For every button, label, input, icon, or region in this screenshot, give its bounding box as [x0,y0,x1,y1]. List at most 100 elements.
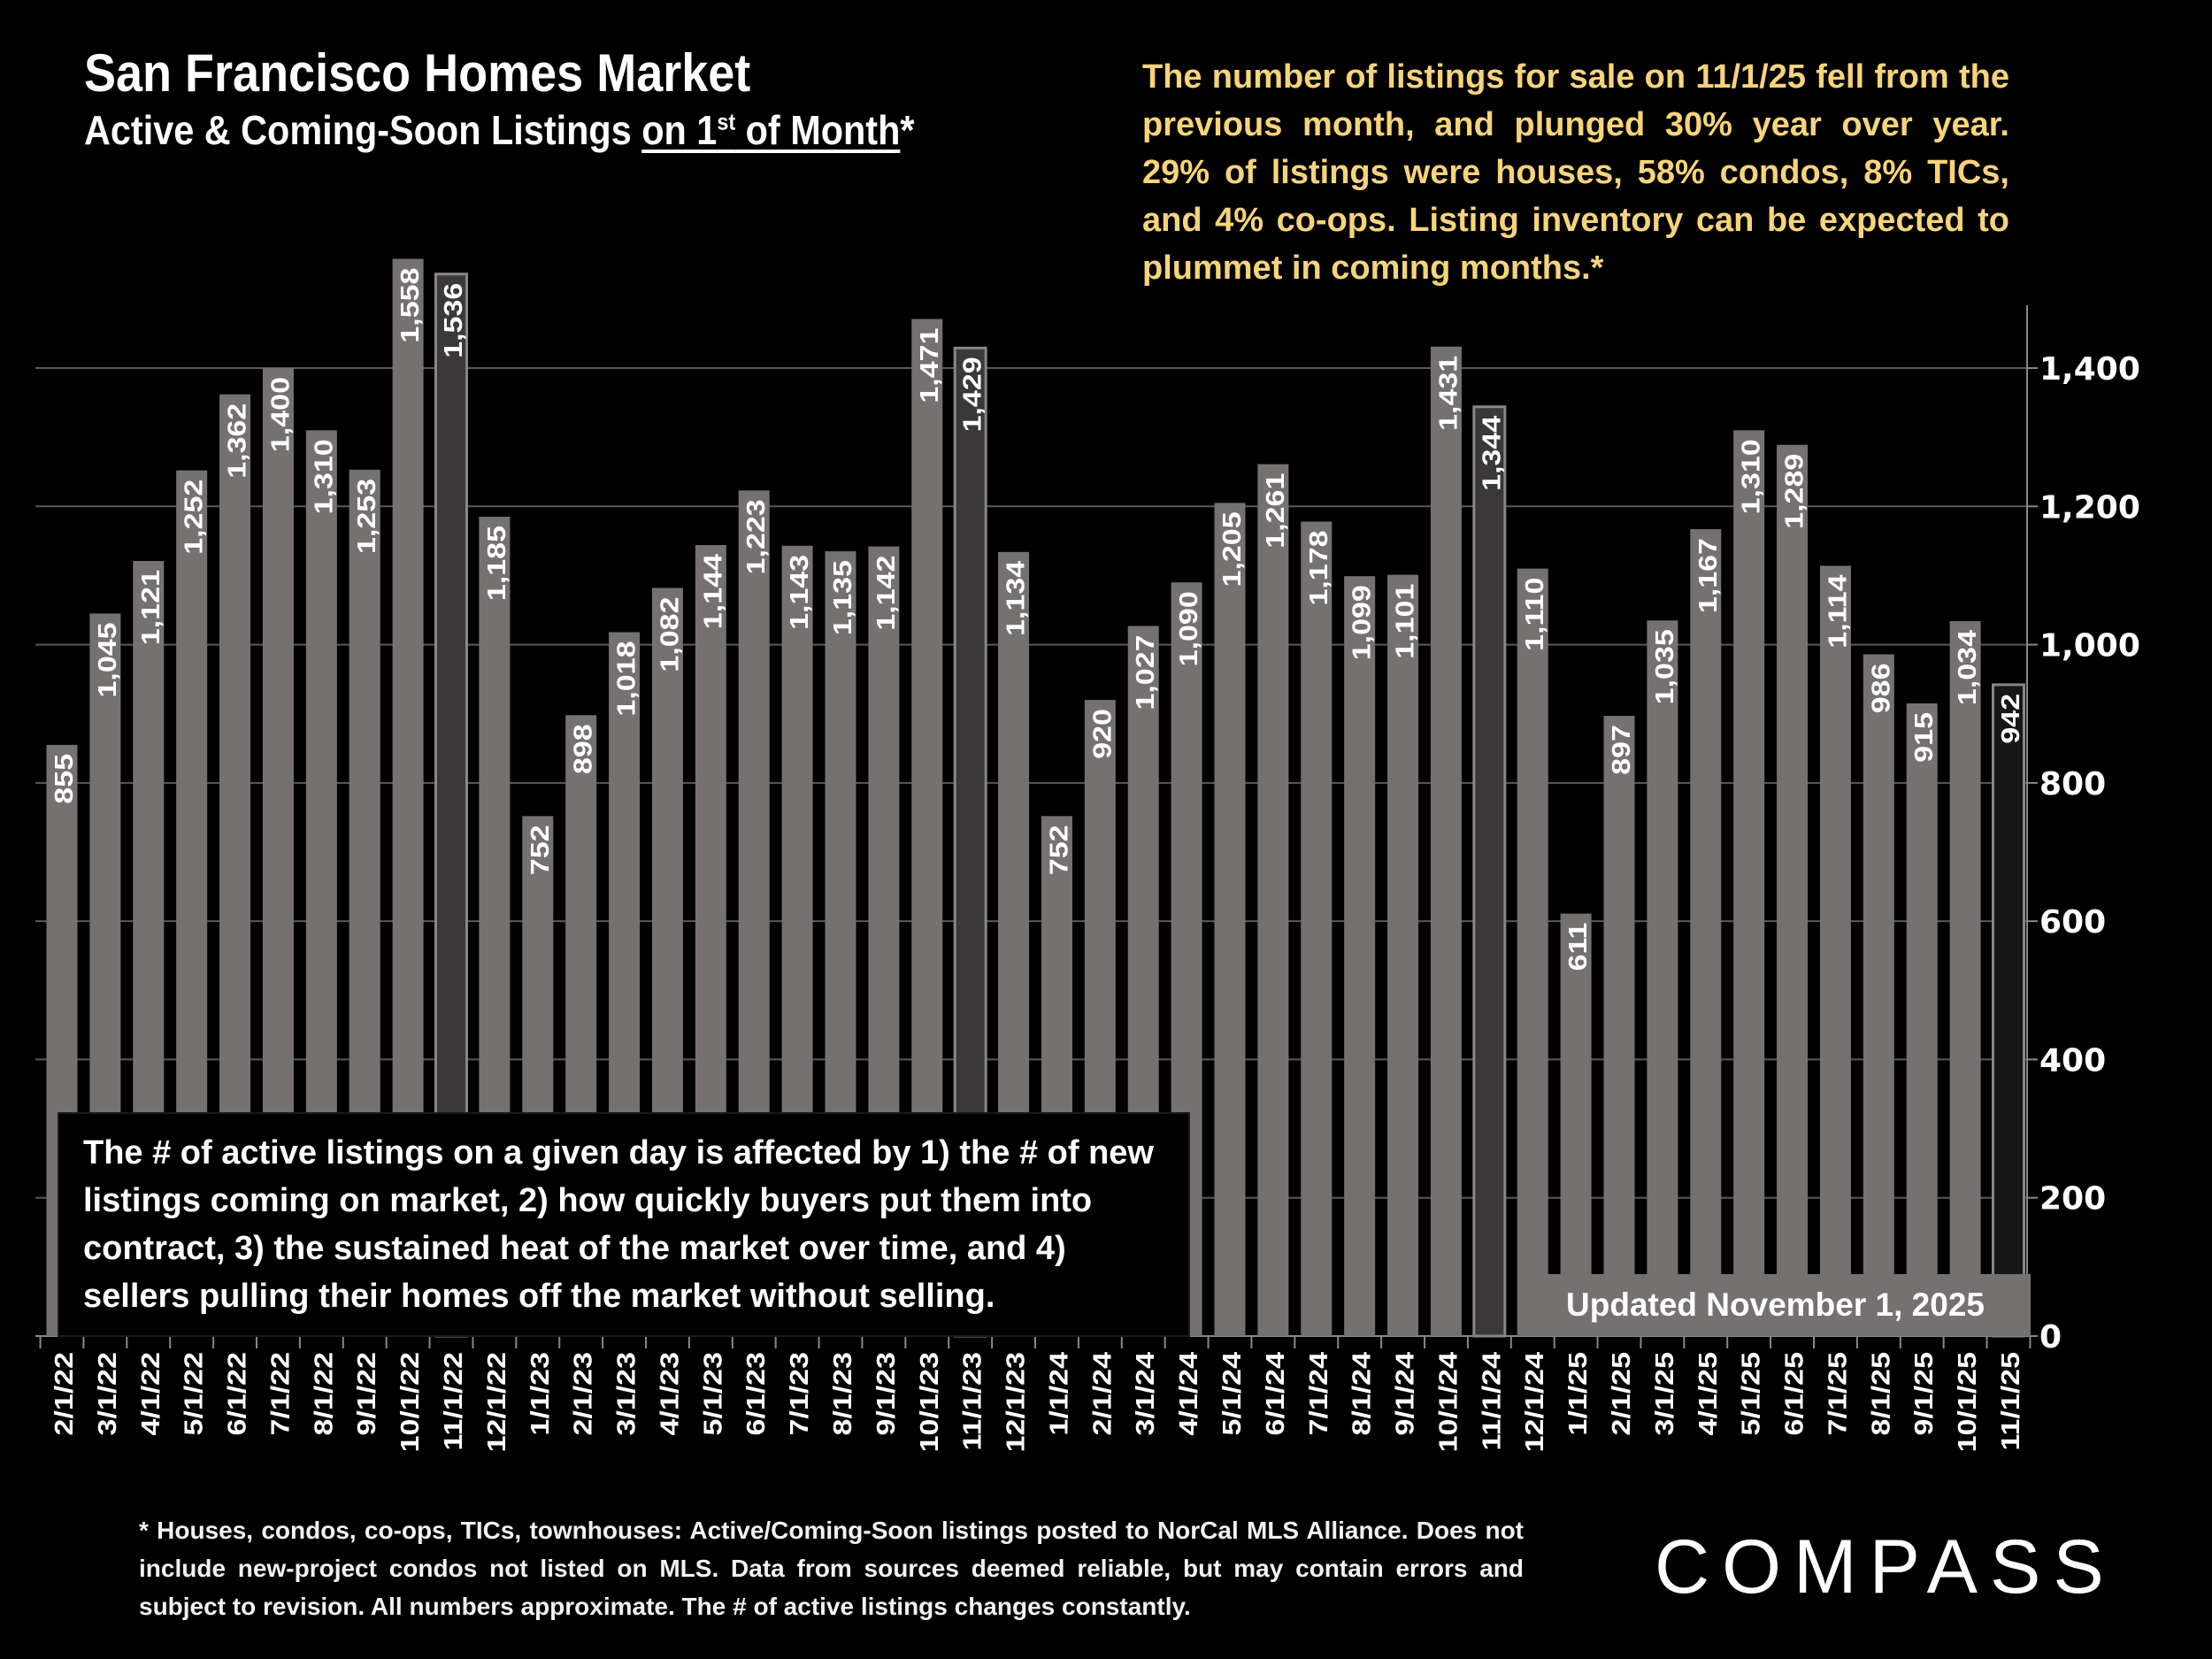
x-tick-label: 10/1/24 [1433,1352,1463,1453]
data-label: 920 [1087,709,1117,759]
data-label: 1,253 [352,479,381,554]
data-label: 1,362 [222,403,251,479]
bar-5-1-25 [1733,430,1765,1336]
data-label: 1,558 [396,268,425,343]
data-label: 1,223 [741,499,771,574]
data-label: 942 [1995,694,2024,744]
x-tick-label: 11/1/23 [957,1352,987,1451]
data-label: 1,114 [1823,574,1852,649]
bar-5-1-24 [1214,503,1246,1336]
y-tick-label: 1,400 [2039,351,2140,388]
bar-10-1-24 [1430,346,1462,1336]
x-tick-label: 10/1/23 [914,1352,943,1452]
x-tick-label: 1/1/24 [1044,1352,1073,1436]
data-label: 1,289 [1779,454,1809,529]
x-tick-label: 4/1/25 [1693,1352,1722,1436]
subtitle-underlined: on 1st of Month [641,107,900,153]
x-tick-label: 9/1/23 [871,1352,900,1436]
data-label: 1,027 [1131,634,1160,710]
data-label: 1,082 [655,596,684,672]
bar-10-1-25 [1949,621,1981,1336]
subtitle-suffix: * [900,107,915,153]
y-tick-label: 800 [2039,766,2106,803]
x-tick-label: 9/1/24 [1390,1352,1419,1436]
x-tick-label: 8/1/23 [827,1352,856,1436]
data-label: 986 [1866,664,1895,714]
x-tick-label: 7/1/23 [785,1352,814,1436]
data-label: 1,143 [785,555,814,630]
data-label: 1,536 [438,283,467,358]
data-label: 1,135 [827,560,856,635]
subtitle-superscript: st [717,108,736,135]
x-tick-label: 5/1/24 [1217,1352,1246,1436]
x-tick-label: 4/1/23 [655,1352,684,1436]
page-title: San Francisco Homes Market [84,43,751,103]
data-label: 1,429 [957,357,987,432]
footnote: * Houses, condos, co-ops, TICs, townhous… [139,1517,1524,1620]
x-tick-label: 7/1/25 [1823,1352,1852,1436]
x-tick-label: 3/1/23 [611,1352,641,1436]
subtitle-prefix: Active & Coming-Soon Listings [84,107,642,153]
data-label: 1,400 [265,377,295,452]
data-label: 1,110 [1520,578,1549,651]
data-label: 898 [568,724,597,774]
x-tick-label: 12/1/22 [481,1352,511,1452]
x-tick-label: 7/1/24 [1303,1352,1333,1436]
y-tick-label: 0 [2039,1319,2062,1356]
x-tick-label: 11/1/25 [1995,1352,2024,1451]
x-tick-label: 4/1/24 [1174,1352,1203,1436]
x-tick-label: 11/1/22 [438,1352,467,1451]
x-tick-label: 6/1/24 [1260,1352,1289,1436]
x-tick-label: 10/1/22 [396,1352,425,1452]
bar-12-1-24 [1517,568,1548,1336]
x-tick-label: 2/1/22 [49,1352,78,1436]
y-tick-label: 1,000 [2039,628,2140,664]
bar-6-1-24 [1257,464,1289,1336]
x-tick-label: 2/1/24 [1087,1352,1117,1436]
page-subtitle: Active & Coming-Soon Listings on 1st of … [84,106,914,154]
x-tick-label: 1/1/25 [1563,1352,1593,1436]
y-tick-label: 200 [2039,1181,2106,1217]
data-label: 1,099 [1347,585,1376,660]
x-tick-label: 8/1/25 [1866,1352,1895,1436]
y-tick-label: 1,200 [2039,489,2140,526]
data-label: 752 [1044,825,1073,875]
data-label: 1,167 [1693,538,1722,613]
y-tick-label: 600 [2039,904,2106,941]
x-tick-label: 1/1/23 [525,1352,554,1436]
data-label: 1,045 [92,622,121,697]
data-label: 1,090 [1174,591,1203,666]
bar-8-1-25 [1863,654,1894,1336]
data-label: 1,144 [698,554,727,630]
x-tick-label: 6/1/23 [741,1352,771,1436]
data-label: 1,018 [611,641,641,717]
bar-7-1-24 [1301,521,1333,1336]
data-label: 1,142 [871,556,900,631]
data-label: 1,471 [914,328,943,403]
y-tick-label: 400 [2039,1042,2106,1079]
x-tick-label: 9/1/22 [352,1352,381,1436]
x-tick-label: 12/1/23 [1001,1352,1030,1452]
data-label: 611 [1563,923,1593,972]
x-tick-label: 3/1/22 [92,1352,121,1436]
data-label: 1,185 [481,526,511,601]
bar-2-1-25 [1603,716,1635,1336]
data-label: 897 [1606,725,1635,775]
data-label: 1,261 [1260,473,1289,549]
bar-8-1-24 [1344,576,1376,1336]
bar-7-1-25 [1819,565,1851,1336]
x-tick-label: 8/1/22 [309,1352,338,1436]
bar-11-1-24 [1472,405,1507,1338]
x-tick-label: 5/1/25 [1736,1352,1765,1436]
x-tick-label: 5/1/23 [698,1352,727,1436]
data-label: 1,134 [1001,560,1030,636]
data-label: 1,431 [1433,356,1463,431]
data-label: 1,035 [1649,629,1678,704]
bar-1-1-25 [1560,913,1592,1336]
data-label: 915 [1909,712,1939,763]
data-label: 1,252 [179,480,208,555]
x-tick-label: 7/1/22 [265,1352,295,1436]
data-label: 1,034 [1953,630,1982,706]
updated-label: Updated November 1, 2025 [1520,1274,2031,1336]
data-label: 1,178 [1303,530,1333,605]
